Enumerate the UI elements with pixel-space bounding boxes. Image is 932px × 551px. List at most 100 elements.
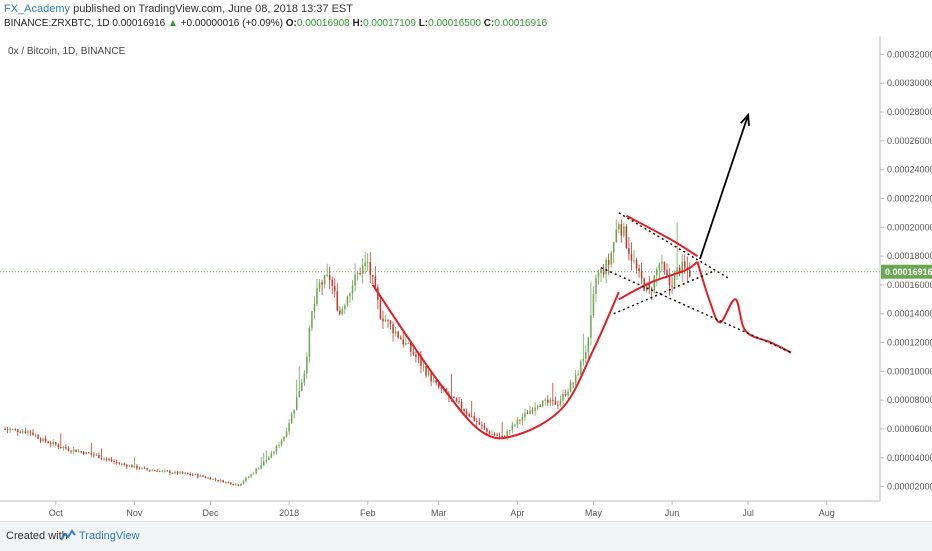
candle-body [235, 484, 237, 486]
flag-upper-drawing[interactable] [625, 214, 698, 257]
candle-body [204, 476, 207, 478]
price-change: +0.00000016 (+0.09%) [180, 18, 283, 29]
y-tick-label: 0.00004000 [887, 453, 932, 463]
candle-body [382, 318, 384, 322]
candle-body [557, 404, 559, 406]
candle-body [245, 477, 247, 482]
candle-body [648, 283, 650, 289]
candle-body [120, 463, 123, 465]
close-value: 0.00016916 [494, 18, 548, 29]
candle-body [541, 400, 544, 407]
candle-body [42, 438, 44, 441]
chart-header: FX_Academy published on TradingView.com,… [0, 0, 932, 34]
candle-body [392, 324, 394, 334]
projection-curve-drawing[interactable] [696, 261, 792, 354]
candle-body [184, 473, 186, 475]
candle-body [521, 417, 524, 421]
flag-lower-drawing[interactable] [618, 261, 699, 301]
candle-body [610, 252, 612, 265]
candle-body [80, 451, 82, 453]
dotted-support-trendline[interactable] [613, 269, 716, 315]
candle-body [166, 470, 169, 472]
candle-body [491, 433, 493, 435]
candle-body [366, 262, 369, 264]
candle-body [420, 357, 422, 367]
candle-body [519, 419, 521, 421]
candle-body [280, 440, 283, 446]
candle-body [463, 408, 465, 412]
candle-body [671, 285, 673, 287]
candle-body [564, 393, 567, 396]
author-link[interactable]: FX_Academy [4, 3, 71, 15]
candle-body [678, 267, 681, 274]
bullish-arrow-line[interactable] [699, 114, 749, 260]
candle-body [207, 477, 209, 479]
candle-body [450, 396, 453, 398]
chart-title: 0x / Bitcoin, 1D, BINANCE [8, 46, 126, 57]
candle-body [108, 459, 110, 461]
chart-area[interactable]: 0.00002000 0.00004000 0.00006000 0.00008000… [0, 36, 932, 518]
candle-body [24, 431, 27, 433]
y-tick-label: 0.00020000 [887, 222, 932, 232]
y-tick-label: 0.00022000 [887, 193, 932, 203]
candle-body [98, 454, 100, 459]
candle-body [615, 229, 618, 242]
candle-body [133, 465, 136, 468]
candle-body [554, 400, 557, 405]
candle-body [290, 413, 293, 424]
y-tick-label: 0.00002000 [887, 482, 932, 492]
cup-curve-drawing[interactable] [371, 284, 620, 440]
price-chart-svg[interactable]: 0.00002000 0.00004000 0.00006000 0.00008000… [0, 36, 932, 518]
candle-body [658, 263, 661, 270]
candle-body [623, 226, 625, 236]
candle-body [405, 342, 407, 345]
candle-body [620, 224, 623, 236]
dotted-upper-trendline[interactable] [618, 212, 729, 279]
candle-body [265, 460, 268, 462]
candle-body [585, 351, 587, 359]
candle-body [508, 430, 511, 432]
candle-body [374, 276, 377, 288]
candle-body [333, 285, 336, 292]
candle-body [65, 447, 67, 449]
candle-body [516, 419, 519, 425]
candle-body [427, 371, 430, 376]
y-tick-label: 0.00008000 [887, 395, 932, 405]
candle-body [95, 454, 98, 456]
candle-body [93, 454, 95, 456]
candle-body [55, 442, 57, 445]
candle-body [572, 382, 574, 384]
candle-body [275, 445, 278, 452]
candle-body [331, 279, 333, 286]
candle-body [605, 260, 607, 275]
x-tick-label: Jul [742, 508, 754, 518]
candle-body [511, 425, 514, 431]
candle-body [288, 423, 290, 432]
candle-body [597, 272, 600, 278]
up-triangle-icon: ▲ [167, 18, 178, 29]
tradingview-brand-link[interactable]: TradingView [79, 530, 140, 542]
candle-body [311, 311, 313, 329]
x-tick-label: 2018 [279, 508, 299, 518]
y-tick-label: 0.00016000 [887, 280, 932, 290]
candle-body [666, 269, 668, 276]
candle-body [361, 266, 364, 275]
candle-body [552, 399, 554, 401]
candle-body [673, 272, 676, 287]
candle-body [625, 226, 628, 248]
candle-body [19, 432, 22, 434]
plot-background[interactable] [0, 40, 880, 501]
candle-body [85, 452, 87, 455]
candle-body [247, 476, 250, 478]
candle-body [11, 429, 14, 431]
candle-body [529, 410, 531, 415]
candle-body [199, 475, 202, 477]
candle-body [278, 445, 280, 447]
x-tick-label: Nov [126, 508, 143, 518]
candle-body [440, 387, 443, 389]
candle-body [316, 288, 318, 305]
candle-body [123, 463, 126, 465]
close-label: C: [483, 18, 495, 29]
candle-body [612, 241, 615, 253]
candle-body [197, 474, 199, 477]
